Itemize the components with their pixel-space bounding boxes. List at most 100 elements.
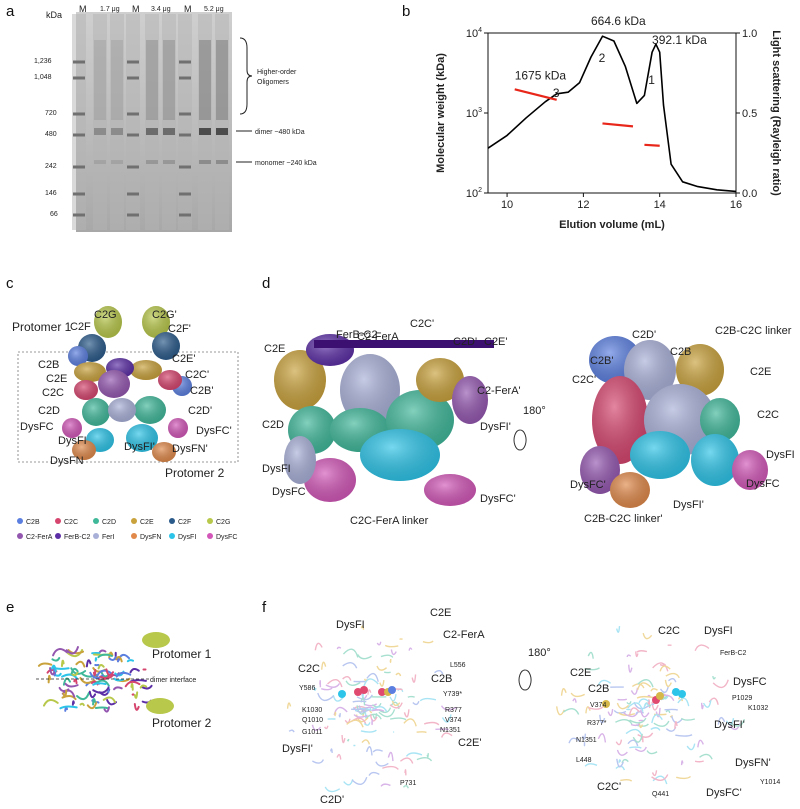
c-label-c2e: C2E' xyxy=(172,353,196,365)
ribbon-strand xyxy=(700,702,704,710)
marker-band xyxy=(179,213,191,217)
d-right-label: C2C' xyxy=(572,374,596,386)
ribbon-strand xyxy=(327,679,343,688)
ribbon-strand xyxy=(366,713,382,720)
ribbon-strand xyxy=(686,743,696,751)
d-left-label: DysFC xyxy=(272,486,306,498)
gel-lane-headers: M 1.7 μg M 3.4 μg M 5.2 μg xyxy=(79,4,224,14)
surface-shading xyxy=(580,446,620,494)
surface-shading xyxy=(158,370,182,390)
surface-shading xyxy=(108,398,136,422)
ribbon-strand xyxy=(646,750,658,755)
gel-lane xyxy=(93,14,107,230)
marker-band xyxy=(127,133,139,137)
marker-band xyxy=(179,192,191,196)
c-label-dysfn: DysFN' xyxy=(172,443,208,455)
panel-letter-c: c xyxy=(6,275,14,292)
d-right-label: DysFI' xyxy=(673,499,704,511)
ribbon-strand xyxy=(628,664,633,673)
ribbon-strand xyxy=(416,757,433,762)
ribbon-strand xyxy=(702,700,712,708)
d-left-label: C2D' xyxy=(453,336,477,348)
ribbon-strand xyxy=(108,651,114,659)
legend-swatch xyxy=(93,518,99,524)
surface-shading xyxy=(452,376,488,424)
monomer-band xyxy=(111,160,123,164)
d-left-label: FerB-C2 xyxy=(336,329,378,341)
d-right-label: DysFC xyxy=(746,478,780,490)
surface-shading xyxy=(98,370,130,398)
ribbon-strand xyxy=(411,674,417,683)
lane-header-1p7: 1.7 μg xyxy=(100,6,120,13)
ribbon-strand xyxy=(697,739,704,748)
ribbon-strand xyxy=(133,703,140,711)
ribbon-strand xyxy=(288,729,295,733)
f-left-label: C2D' xyxy=(320,794,344,806)
c-label-c2f: C2F' xyxy=(168,323,191,335)
marker-band xyxy=(179,76,191,80)
ribbon-strand xyxy=(73,678,78,685)
ribbon-strand xyxy=(96,669,113,677)
ribbon-strand xyxy=(61,673,79,680)
d-right-label: C2B-C2C linker xyxy=(715,325,792,337)
ribbon-strand xyxy=(632,733,643,743)
surface-shading xyxy=(610,472,650,508)
legend-item: DysFC xyxy=(216,534,237,541)
ribbon-strand xyxy=(404,769,407,776)
ribbon-strand xyxy=(628,707,640,716)
d-right-label: C2B' xyxy=(590,355,614,367)
ribbon-strand xyxy=(94,706,110,710)
ribbon-strand xyxy=(585,706,591,714)
ribbon-strand xyxy=(668,678,677,683)
ribbon-strand xyxy=(92,698,96,706)
ribbon-strand xyxy=(360,729,377,733)
ribbon-strand xyxy=(108,656,117,661)
ribbon-strand xyxy=(560,688,567,696)
ribbon-strand xyxy=(440,705,457,711)
lane-header-m3: M xyxy=(184,4,192,14)
ribbon-strand xyxy=(616,702,630,710)
monomer-band xyxy=(94,160,106,164)
surface-shading xyxy=(168,418,188,438)
marker-band xyxy=(127,165,139,169)
exponent: 2 xyxy=(478,187,482,194)
y-right-tick-label: 1.0 xyxy=(742,28,757,40)
ribbon-strand xyxy=(366,672,379,682)
gel-lane xyxy=(162,14,176,230)
legend-item: C2C xyxy=(64,519,78,526)
gel-lane xyxy=(198,14,212,230)
surface-shading xyxy=(134,396,166,424)
ribbon-strand xyxy=(648,704,652,707)
ribbon-strand xyxy=(694,644,710,652)
ribbon-strand xyxy=(286,702,292,709)
ribbon-strand xyxy=(314,642,323,651)
legend-item: C2F xyxy=(178,519,191,526)
residue-sphere xyxy=(388,686,396,694)
ribbon-strand xyxy=(133,691,139,699)
ribbon-strand xyxy=(675,734,693,737)
peak-label: 392.1 kDa xyxy=(652,33,707,47)
f-right-label: L448 xyxy=(576,757,592,764)
f-left-label: P731 xyxy=(400,780,416,787)
dimer-annotation: dimer ~480 kDa xyxy=(255,129,305,136)
ribbon-strand xyxy=(97,663,105,670)
surface-shading xyxy=(592,376,648,464)
d-left-label: DysFC' xyxy=(480,493,516,505)
ribbon-strand xyxy=(346,719,364,728)
panel-a-gel: kDa M 1.7 μg M 3.4 μg M 5.2 μg 1,236 1,0… xyxy=(34,4,317,232)
ribbon-strand xyxy=(338,713,341,718)
ribbon-strand xyxy=(380,654,394,658)
f-right-label: DysFC' xyxy=(706,787,742,799)
legend-item: FerI xyxy=(102,534,115,541)
e-protomer1-label: Protomer 1 xyxy=(152,647,212,661)
ribbon-strand xyxy=(94,679,110,687)
d-left-label: C2D xyxy=(262,419,284,431)
monomer-band xyxy=(146,160,158,164)
x-tick-label: 14 xyxy=(654,199,666,211)
d-right-label: C2B xyxy=(670,346,691,358)
ribbon-strand xyxy=(376,665,388,671)
surface-shading xyxy=(416,358,464,402)
f-left-label: N1351 xyxy=(440,727,461,734)
ribbon-strand xyxy=(395,672,402,677)
ribbon-strand xyxy=(408,647,413,651)
